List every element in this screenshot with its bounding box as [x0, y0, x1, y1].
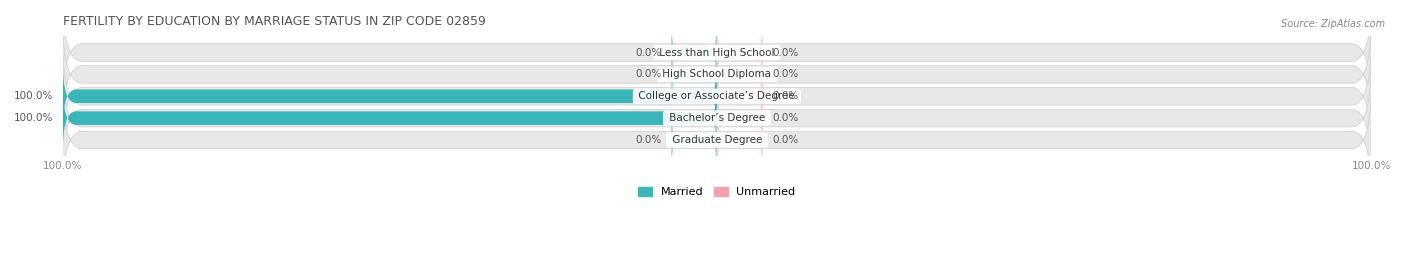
FancyBboxPatch shape — [671, 16, 717, 90]
Text: High School Diploma: High School Diploma — [659, 69, 775, 79]
FancyBboxPatch shape — [717, 59, 762, 133]
Text: 100.0%: 100.0% — [13, 91, 53, 101]
Text: 0.0%: 0.0% — [772, 48, 799, 58]
Text: Bachelor’s Degree: Bachelor’s Degree — [665, 113, 768, 123]
FancyBboxPatch shape — [62, 0, 1371, 109]
FancyBboxPatch shape — [717, 81, 762, 155]
FancyBboxPatch shape — [717, 16, 762, 90]
Text: 0.0%: 0.0% — [772, 135, 799, 145]
Text: College or Associate’s Degree: College or Associate’s Degree — [636, 91, 799, 101]
FancyBboxPatch shape — [62, 59, 717, 133]
FancyBboxPatch shape — [717, 103, 762, 177]
Text: FERTILITY BY EDUCATION BY MARRIAGE STATUS IN ZIP CODE 02859: FERTILITY BY EDUCATION BY MARRIAGE STATU… — [62, 15, 485, 28]
Legend: Married, Unmarried: Married, Unmarried — [634, 182, 800, 201]
Text: 100.0%: 100.0% — [13, 113, 53, 123]
FancyBboxPatch shape — [62, 17, 1371, 131]
Text: 0.0%: 0.0% — [772, 113, 799, 123]
FancyBboxPatch shape — [717, 37, 762, 111]
FancyBboxPatch shape — [62, 81, 717, 155]
FancyBboxPatch shape — [62, 83, 1371, 197]
Text: 0.0%: 0.0% — [772, 69, 799, 79]
Text: 0.0%: 0.0% — [772, 91, 799, 101]
FancyBboxPatch shape — [671, 103, 717, 177]
Text: Less than High School: Less than High School — [657, 48, 778, 58]
Text: 0.0%: 0.0% — [636, 69, 661, 79]
FancyBboxPatch shape — [62, 61, 1371, 175]
Text: 0.0%: 0.0% — [636, 135, 661, 145]
FancyBboxPatch shape — [671, 37, 717, 111]
FancyBboxPatch shape — [62, 39, 1371, 153]
Text: Graduate Degree: Graduate Degree — [669, 135, 765, 145]
Text: 0.0%: 0.0% — [636, 48, 661, 58]
Text: Source: ZipAtlas.com: Source: ZipAtlas.com — [1281, 19, 1385, 29]
